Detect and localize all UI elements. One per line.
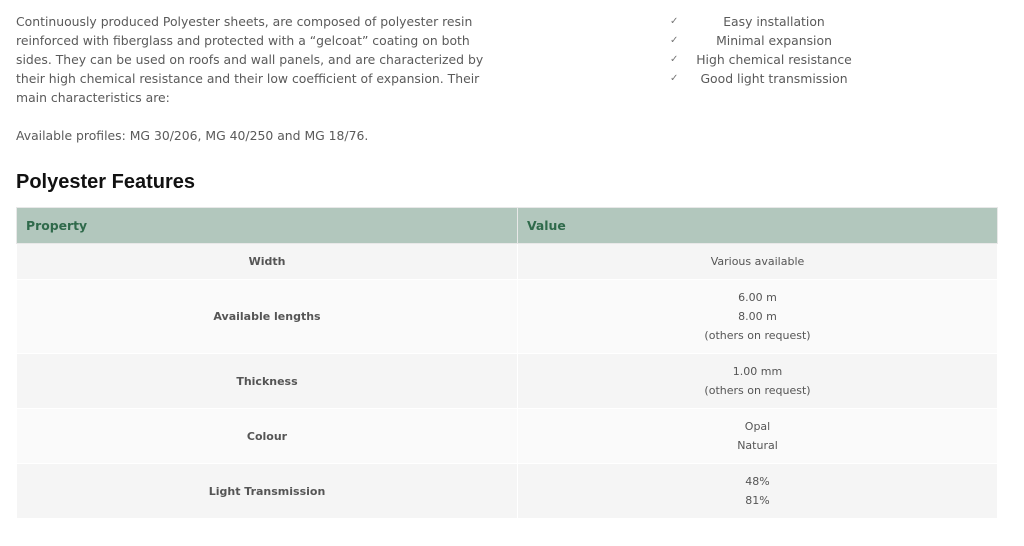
characteristic-label: High chemical resistance	[696, 52, 852, 67]
header-property: Property	[16, 207, 518, 244]
value-line: Natural	[737, 439, 778, 452]
characteristic-item: ✓ Minimal expansion	[670, 31, 864, 50]
property-cell: Light Transmission	[16, 463, 518, 519]
table-row: Colour Opal Natural	[16, 408, 998, 464]
value-cell: 1.00 mm (others on request)	[517, 353, 998, 409]
table-row: Thickness 1.00 mm (others on request)	[16, 353, 998, 409]
characteristic-item: ✓ High chemical resistance	[670, 50, 864, 69]
check-icon: ✓	[670, 16, 679, 27]
value-cell: 48% 81%	[517, 463, 998, 519]
check-icon: ✓	[670, 54, 679, 65]
characteristic-label: Minimal expansion	[716, 33, 832, 48]
value-cell: 6.00 m 8.00 m (others on request)	[517, 279, 998, 354]
table-header-row: Property Value	[16, 207, 998, 244]
profiles-text: Available profiles: MG 30/206, MG 40/250…	[16, 128, 369, 143]
value-line: 6.00 m	[738, 291, 777, 304]
value-line: 8.00 m	[738, 310, 777, 323]
characteristic-item: ✓ Good light transmission	[670, 69, 864, 88]
value-cell: Opal Natural	[517, 408, 998, 464]
value-line: 1.00 mm	[732, 365, 783, 378]
property-cell: Available lengths	[16, 279, 518, 354]
property-cell: Thickness	[16, 353, 518, 409]
check-icon: ✓	[670, 35, 679, 46]
table-row: Available lengths 6.00 m 8.00 m (others on …	[16, 279, 998, 354]
value-line: 48%	[745, 475, 770, 488]
table-row: Width Various available	[16, 243, 998, 280]
value-line: 81%	[745, 494, 770, 507]
header-value: Value	[517, 207, 998, 244]
value-line: (others on request)	[704, 384, 811, 397]
features-title: Polyester Features	[16, 171, 195, 193]
characteristic-label: Good light transmission	[700, 71, 848, 86]
value-cell: Various available	[517, 243, 998, 280]
intro-text: Continuously produced Polyester sheets, …	[16, 14, 484, 105]
characteristics-list: ✓ Easy installation ✓ Minimal expansion ✓ Hig…	[670, 12, 864, 88]
property-cell: Width	[16, 243, 518, 280]
value-line: Opal	[744, 420, 771, 433]
value-line: Various available	[710, 255, 805, 268]
value-line: (others on request)	[704, 329, 811, 342]
characteristic-label: Easy installation	[723, 14, 825, 29]
property-cell: Colour	[16, 408, 518, 464]
table-row: Light Transmission 48% 81%	[16, 463, 998, 519]
check-icon: ✓	[670, 73, 679, 84]
intro-section: Continuously produced Polyester sheets, …	[16, 12, 496, 145]
features-table: Property Value Width Various available Ava…	[16, 207, 998, 519]
characteristic-item: ✓ Easy installation	[670, 12, 864, 31]
